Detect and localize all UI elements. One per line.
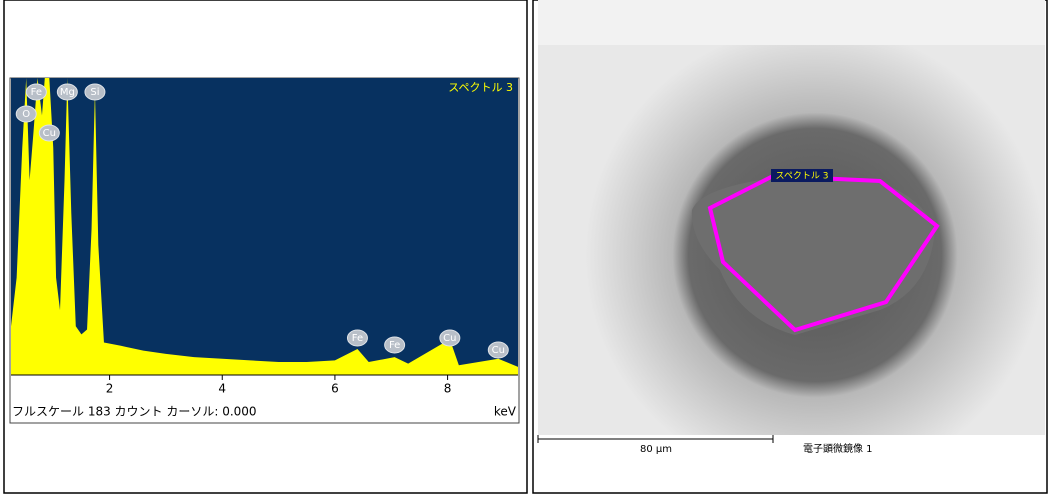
left-frame [3, 0, 528, 494]
x-tick-label: 8 [444, 382, 452, 396]
x-tick-label: 6 [331, 382, 339, 396]
peak-label: Cu [43, 128, 56, 139]
spectrum-title: スペクトル 3 [448, 81, 513, 94]
region-label-box [771, 169, 833, 182]
peak-label: Fe [352, 333, 363, 344]
x-tick-label: 4 [218, 382, 226, 396]
peak-label: Cu [443, 333, 456, 344]
right-frame [532, 0, 1048, 494]
peak-badge [439, 329, 461, 347]
peak-badge [38, 124, 60, 142]
spectrum [11, 78, 518, 375]
peak-badge [56, 83, 78, 101]
peak-label: Mg [60, 87, 75, 98]
image-top [538, 0, 1045, 45]
x-tick-label: 2 [106, 382, 114, 396]
image-caption: 電子顕微鏡像 1 [803, 442, 873, 455]
peak-badge [384, 336, 406, 354]
region-label: スペクトル 3 [776, 171, 829, 182]
peak-badge [487, 341, 509, 359]
peak-badge [25, 83, 47, 101]
x-axis-label: keV [494, 405, 517, 419]
peak-label: Fe [31, 87, 42, 98]
scale-bar-label: 80 µm [640, 444, 672, 455]
peak-label: Fe [389, 340, 400, 351]
peak-label: Si [90, 87, 99, 98]
peak-badge [15, 105, 37, 123]
peak-badge [84, 83, 106, 101]
peak-label: Cu [492, 345, 505, 356]
peak-label: O [22, 109, 30, 120]
particle [691, 180, 935, 335]
peak-badge [346, 329, 368, 347]
status-text: フルスケール 183 カウント カーソル: 0.000 [12, 405, 257, 419]
